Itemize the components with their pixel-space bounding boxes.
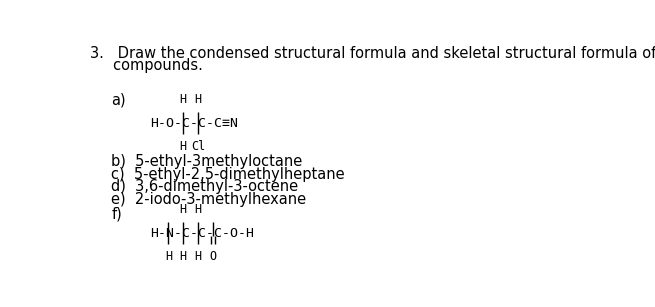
Text: 3.   Draw the condensed structural formula and skeletal structural formula of th: 3. Draw the condensed structural formula… bbox=[90, 46, 655, 61]
Text: d)  3,6-dimethyl-3-octene: d) 3,6-dimethyl-3-octene bbox=[111, 179, 299, 194]
Text: H: H bbox=[179, 140, 187, 153]
Text: H: H bbox=[179, 203, 187, 216]
Text: f): f) bbox=[111, 206, 122, 221]
Text: b)  5-ethyl-3methyloctane: b) 5-ethyl-3methyloctane bbox=[111, 154, 303, 169]
Text: c)  5-ethyl-2,5-dimethylheptane: c) 5-ethyl-2,5-dimethylheptane bbox=[111, 167, 345, 181]
Text: H: H bbox=[195, 93, 202, 106]
Text: compounds.: compounds. bbox=[90, 58, 202, 73]
Text: a): a) bbox=[111, 92, 126, 107]
Text: H: H bbox=[165, 250, 172, 263]
Text: H: H bbox=[195, 250, 202, 263]
Text: H: H bbox=[179, 93, 187, 106]
Text: e)  2-iodo-3-methylhexane: e) 2-iodo-3-methylhexane bbox=[111, 192, 307, 207]
Text: Cl: Cl bbox=[191, 140, 205, 153]
Text: O: O bbox=[209, 250, 216, 263]
Text: H-N-C-C-C-O-H: H-N-C-C-C-O-H bbox=[150, 227, 254, 240]
Text: H: H bbox=[179, 250, 187, 263]
Text: H: H bbox=[195, 203, 202, 216]
Text: H-O-C-C-C≡N: H-O-C-C-C≡N bbox=[150, 117, 238, 130]
